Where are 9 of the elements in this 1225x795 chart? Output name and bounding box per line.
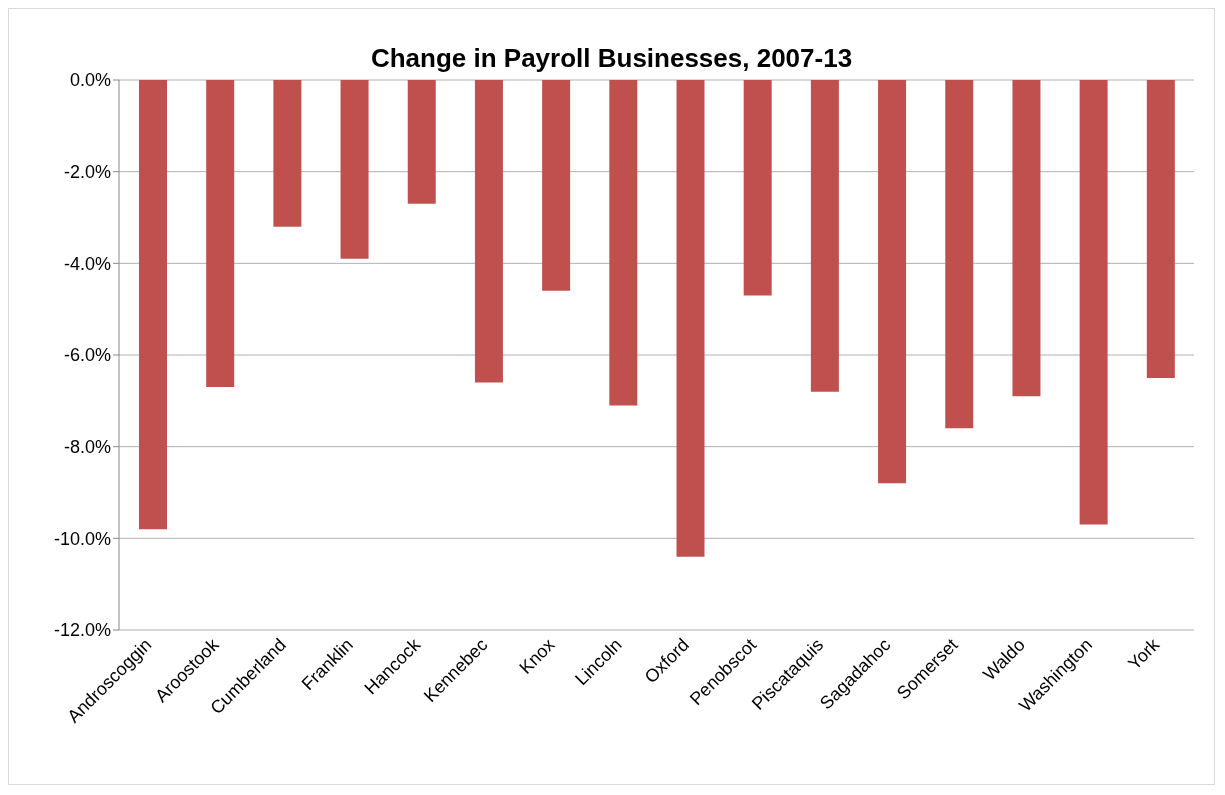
- y-tick-label: 0.0%: [69, 70, 111, 91]
- y-tick-label: -2.0%: [63, 162, 111, 183]
- y-tick-label: -6.0%: [63, 345, 111, 366]
- y-tick-label: -4.0%: [63, 253, 111, 274]
- y-tick-label: -12.0%: [53, 620, 111, 641]
- y-tick-label: -8.0%: [63, 437, 111, 458]
- x-tick-label: York: [1124, 633, 1164, 674]
- chart-title: Change in Payroll Businesses, 2007-13: [369, 42, 854, 73]
- y-tick-label: -10.0%: [53, 528, 111, 549]
